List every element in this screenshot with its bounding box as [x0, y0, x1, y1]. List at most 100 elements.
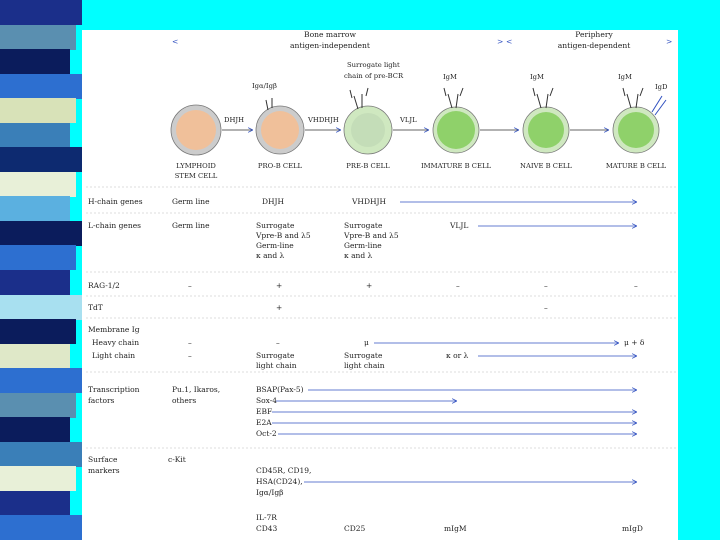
antigen-independent-label: antigen-independent: [290, 41, 370, 50]
pre-gene-label: VHDHJH: [307, 116, 339, 124]
cell-label-2: PRE-B CELL: [346, 162, 390, 170]
stripe-17: [0, 417, 70, 443]
svg-text:Membrane Ig: Membrane Ig: [88, 325, 140, 334]
stripe-9: [0, 220, 82, 246]
svg-text:VLJL: VLJL: [449, 221, 468, 230]
svg-text:Vpre-B and λ5: Vpre-B and λ5: [255, 231, 311, 240]
surrogate-light-label: Surrogate light: [347, 61, 400, 69]
immature-b-cell: [432, 87, 480, 154]
l-genes-c1: Germ line: [172, 221, 210, 230]
svg-text:CD45R, CD19,: CD45R, CD19,: [256, 466, 311, 475]
svg-text:E2A: E2A: [256, 418, 272, 427]
svg-text:κ or λ: κ or λ: [446, 351, 469, 360]
ig-alpha-beta-label: Igα/Igβ: [252, 82, 277, 90]
stripe-12: [0, 294, 82, 320]
svg-text:μ: μ: [364, 338, 369, 347]
svg-text:Transcription: Transcription: [88, 385, 140, 394]
row-l-chain-genes: L-chain genes Germ line Surrogate Vpre-B…: [88, 221, 636, 260]
stripe-21: [0, 515, 82, 540]
svg-text:>: >: [666, 37, 672, 46]
svg-text:mIgM: mIgM: [444, 524, 467, 533]
svg-text:+: +: [276, 281, 282, 290]
cell-label-4: NAIVE B CELL: [520, 162, 572, 170]
svg-text:μ + δ: μ + δ: [624, 338, 645, 347]
svg-text:IL-7R: IL-7R: [256, 513, 277, 522]
decorative-stripes: [0, 0, 82, 540]
svg-text:+: +: [276, 303, 282, 312]
svg-text:–: –: [456, 281, 460, 290]
svg-text:–: –: [276, 338, 280, 347]
igm-label-3: IgM: [618, 73, 632, 81]
stripe-5: [0, 122, 70, 148]
svg-text:Igα/Igβ: Igα/Igβ: [256, 488, 283, 497]
cell-label-0b: STEM CELL: [175, 172, 218, 180]
stripe-15: [0, 368, 82, 394]
cell-label-3: IMMATURE B CELL: [421, 162, 491, 170]
h-genes-c2: DHJH: [262, 197, 285, 206]
svg-text:Vpre-B and λ5: Vpre-B and λ5: [343, 231, 399, 240]
stripe-4: [0, 98, 76, 124]
svg-text:CD43: CD43: [256, 524, 278, 533]
stripe-10: [0, 245, 76, 271]
igd-label: IgD: [655, 83, 668, 91]
svg-text:–: –: [544, 303, 548, 312]
pro-b-cell: [255, 98, 305, 155]
stripe-3: [0, 73, 82, 99]
svg-text:–: –: [188, 281, 192, 290]
bone-marrow-label: Bone marrow: [304, 30, 357, 39]
periphery-label: Periphery: [575, 30, 613, 39]
svg-text:Oct-2: Oct-2: [256, 429, 277, 438]
svg-text:–: –: [544, 281, 548, 290]
stripe-11: [0, 270, 70, 296]
svg-text:>: >: [497, 37, 503, 46]
svg-text:–: –: [188, 338, 192, 347]
stripe-8: [0, 196, 70, 222]
row-h-chain-genes: H-chain genes Germ line DHJH VHDHJH: [88, 197, 636, 206]
svg-text:<: <: [506, 37, 512, 46]
svg-text:Light chain: Light chain: [92, 351, 135, 360]
pre-bcr-label: chain of pre-BCR: [344, 72, 404, 80]
cell-label-0: LYMPHOID: [176, 162, 216, 170]
svg-text:<: <: [172, 37, 178, 46]
naive-b-cell: [522, 87, 570, 154]
h-genes-c1: Germ line: [172, 197, 210, 206]
svg-text:RAG-1/2: RAG-1/2: [88, 281, 120, 290]
row-transcription-factors: Transcription factors Pu.1, Ikaros, othe…: [88, 385, 636, 438]
cell-label-5: MATURE B CELL: [606, 162, 667, 170]
stripe-16: [0, 392, 76, 418]
stripe-20: [0, 490, 70, 516]
pro-gene-label: DHJH: [224, 116, 244, 124]
svg-text:+: +: [366, 281, 372, 290]
lymphoid-stem-cell: [170, 104, 222, 156]
header: < Bone marrow antigen-independent > < Pe…: [172, 30, 672, 50]
svg-text:EBF: EBF: [256, 407, 272, 416]
stripe-14: [0, 343, 70, 369]
h-genes-c3: VHDHJH: [351, 197, 387, 206]
mature-b-cell: [612, 87, 667, 154]
stripe-0: [0, 0, 82, 26]
row-tdt: TdT + –: [88, 303, 548, 312]
h-genes-label: H-chain genes: [88, 197, 143, 206]
svg-text:–: –: [634, 281, 638, 290]
cells: DHJH VHDHJH VLJL: [170, 87, 667, 156]
svg-text:HSA(CD24),: HSA(CD24),: [256, 477, 303, 486]
svg-text:c-Kit: c-Kit: [168, 455, 186, 464]
svg-text:Surrogate: Surrogate: [344, 221, 383, 230]
svg-text:TdT: TdT: [88, 303, 103, 312]
svg-text:Germ-line: Germ-line: [256, 241, 294, 250]
stripe-7: [0, 171, 76, 197]
svg-text:Surrogate: Surrogate: [344, 351, 383, 360]
svg-text:Pu.1, Ikaros,: Pu.1, Ikaros,: [172, 385, 220, 394]
row-membrane-ig: Membrane Ig Heavy chain Light chain – – …: [88, 325, 645, 370]
stripe-19: [0, 466, 76, 492]
svg-text:BSAP(Pax-5): BSAP(Pax-5): [256, 385, 304, 394]
svg-text:others: others: [172, 396, 196, 405]
row-rag: RAG-1/2 – + + – – –: [88, 281, 638, 290]
igm-label-2: IgM: [530, 73, 544, 81]
row-surface-markers: Surface markers c-Kit CD45R, CD19, HSA(C…: [88, 455, 643, 533]
svg-text:Surrogate: Surrogate: [256, 351, 295, 360]
stripe-18: [0, 441, 82, 467]
svg-text:Surface: Surface: [88, 455, 118, 464]
svg-text:markers: markers: [88, 466, 120, 475]
